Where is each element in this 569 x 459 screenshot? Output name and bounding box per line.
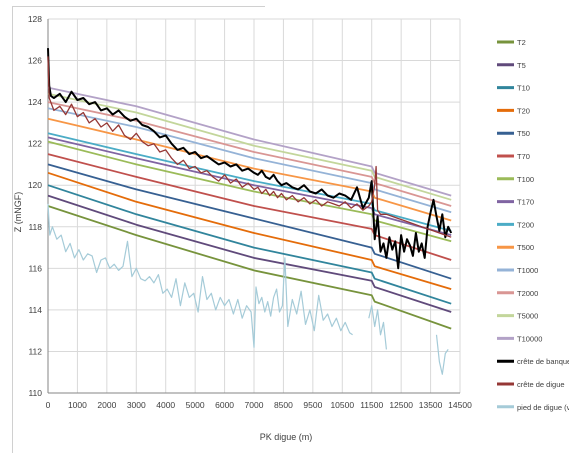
legend-label: T5000 (517, 312, 538, 321)
y-tick-label: 126 (28, 56, 42, 66)
series-line-18 (435, 334, 449, 375)
legend-label: T50 (517, 129, 530, 138)
series-line-17 (368, 305, 387, 350)
tick-labels: 0 1000 2000 3000 4000 5000 6000 7000 8500 9500 105… (28, 14, 472, 410)
legend-label: pied de digue (val) (517, 403, 569, 412)
frame-left-line (12, 6, 13, 453)
legend-label: T70 (517, 152, 530, 161)
y-tick-label: 118 (28, 222, 42, 232)
legend: T2 T5 T10 T20 T50 T70 T100 T170 T200 T500 T1000 T20… (497, 38, 569, 412)
series-line-5 (47, 153, 452, 261)
x-axis-label: PK digue (m) (260, 432, 313, 442)
legend-label: T500 (517, 243, 534, 252)
x-tick-label: 10500 (330, 400, 354, 410)
x-tick-label: 0 (46, 400, 51, 410)
series-line-10 (47, 107, 452, 214)
legend-label: crête de digue (517, 380, 565, 389)
x-tick-label: 2000 (97, 400, 116, 410)
x-tick-label: 3000 (127, 400, 146, 410)
series-line-11 (47, 101, 452, 207)
series-line-12 (47, 92, 452, 201)
legend-label: T10000 (517, 334, 542, 343)
legend-label: T170 (517, 198, 534, 207)
frame-top-line (12, 6, 265, 7)
x-tick-label: 9500 (303, 400, 322, 410)
x-tick-label: 4000 (156, 400, 175, 410)
x-tick-label: 12500 (389, 400, 413, 410)
series-line-6 (47, 140, 452, 243)
y-tick-label: 110 (28, 388, 42, 398)
y-axis-label: Z (mNGF) (13, 192, 23, 233)
x-tick-label: 1000 (68, 400, 87, 410)
y-tick-label: 128 (28, 14, 42, 24)
series-line-4 (47, 163, 452, 280)
legend-label: T5 (517, 61, 526, 70)
legend-label: crête de banquette (517, 357, 569, 366)
legend-label: T100 (517, 175, 534, 184)
legend-label: T20 (517, 106, 530, 115)
series-line-0 (47, 205, 452, 330)
y-tick-label: 122 (28, 139, 42, 149)
series-line-2 (47, 184, 452, 305)
series-line-1 (47, 194, 452, 313)
y-tick-label: 114 (28, 305, 42, 315)
series-line-7 (47, 136, 452, 236)
y-tick-label: 116 (28, 263, 42, 273)
x-tick-label: 14500 (448, 400, 472, 410)
y-tick-label: 124 (28, 97, 42, 107)
series-line-3 (47, 171, 452, 290)
legend-label: T1000 (517, 266, 538, 275)
series-line-9 (47, 117, 452, 222)
x-tick-label: 5000 (186, 400, 205, 410)
series-lines (47, 48, 453, 375)
legend-label: T2 (517, 38, 526, 47)
series-line-15 (47, 56, 452, 238)
x-tick-label: 13500 (419, 400, 443, 410)
legend-label: T10 (517, 84, 530, 93)
x-tick-label: 7000 (245, 400, 264, 410)
series-line-16 (47, 203, 353, 348)
y-tick-label: 120 (28, 180, 42, 190)
x-tick-label: 6000 (215, 400, 234, 410)
series-line-14 (47, 48, 453, 270)
series-line-13 (47, 86, 452, 197)
x-tick-label: 11500 (360, 400, 383, 410)
legend-label: T2000 (517, 289, 538, 298)
legend-label: T200 (517, 220, 534, 229)
x-tick-label: 8500 (274, 400, 293, 410)
y-tick-label: 112 (28, 346, 42, 356)
